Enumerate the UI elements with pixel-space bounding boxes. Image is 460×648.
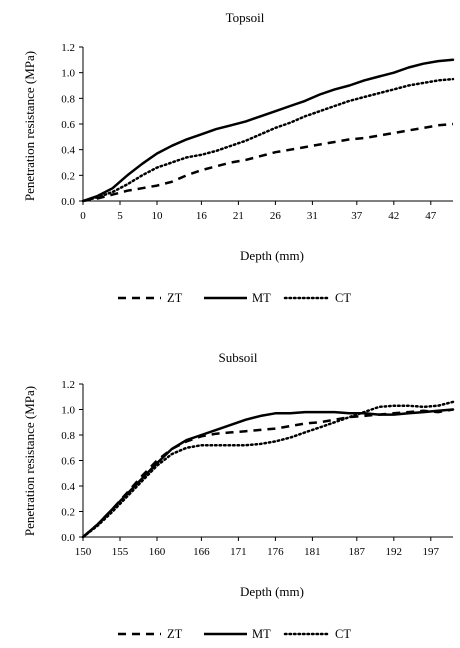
x-tick-label: 26 (270, 210, 282, 222)
series-line-mt (81, 408, 455, 539)
x-tick-label: 5 (117, 210, 123, 222)
legend-label-zt: ZT (167, 627, 183, 641)
x-tick-group: 0 5 10 16 21 26 31 37 42 47 (80, 201, 437, 222)
x-tick-label: 21 (233, 210, 244, 222)
x-tick-group: 150 155 160 166 171 176 181 187 192 197 (75, 537, 440, 558)
y-tick-label: 0.2 (61, 170, 75, 182)
y-tick-label: 0.6 (61, 119, 75, 131)
x-axis-label: Depth (mm) (240, 584, 304, 599)
y-tick-label: 1.2 (61, 42, 75, 54)
x-tick-label: 187 (349, 546, 366, 558)
series-line-ct (81, 400, 455, 539)
series-lines (81, 400, 455, 539)
legend: ZT MT CT (118, 627, 351, 641)
series-line-ct (81, 77, 455, 203)
series-line-mt (81, 58, 455, 203)
legend-label-mt: MT (252, 291, 271, 305)
x-tick-label: 10 (152, 210, 164, 222)
y-axis-label: Penetration resistance (MPa) (22, 386, 37, 536)
topsoil-chart: Topsoil Depth (mm) Penetration resistanc… (22, 10, 455, 305)
legend-label-ct: CT (335, 627, 351, 641)
y-tick-label: 0.8 (61, 93, 75, 105)
y-axis-label: Penetration resistance (MPa) (22, 51, 37, 201)
y-tick-label: 0.2 (61, 507, 75, 519)
series-line-zt (82, 122, 454, 203)
y-tick-label: 0.4 (61, 145, 75, 157)
x-tick-label: 181 (304, 546, 321, 558)
x-tick-label: 37 (351, 210, 363, 222)
y-tick-label: 0.8 (61, 430, 75, 442)
x-tick-label: 16 (196, 210, 208, 222)
x-tick-label: 197 (423, 546, 440, 558)
y-tick-label: 0.0 (61, 532, 75, 544)
y-tick-label: 0.4 (61, 481, 75, 493)
x-tick-label: 160 (149, 546, 166, 558)
x-tick-label: 192 (386, 546, 403, 558)
y-tick-label: 1.0 (61, 68, 75, 80)
subsoil-chart: Subsoil Depth (mm) Penetration resistanc… (22, 350, 455, 641)
series-line-zt (82, 408, 454, 538)
legend-label-mt: MT (252, 627, 271, 641)
y-tick-label: 0.0 (61, 196, 75, 208)
series-lines (81, 58, 455, 203)
x-tick-label: 47 (425, 210, 437, 222)
chart-title: Topsoil (226, 10, 265, 25)
x-tick-label: 31 (307, 210, 318, 222)
legend-label-zt: ZT (167, 291, 183, 305)
x-tick-label: 176 (267, 546, 284, 558)
x-axis-label: Depth (mm) (240, 248, 304, 263)
x-tick-label: 155 (112, 546, 129, 558)
x-tick-label: 171 (230, 546, 247, 558)
x-tick-label: 0 (80, 210, 86, 222)
y-tick-label: 1.2 (61, 379, 75, 391)
chart-title: Subsoil (218, 350, 257, 365)
legend-label-ct: CT (335, 291, 351, 305)
x-tick-label: 42 (388, 210, 399, 222)
legend: ZT MT CT (118, 291, 351, 305)
y-tick-label: 1.0 (61, 405, 75, 417)
x-tick-label: 166 (193, 546, 210, 558)
y-tick-group: 0.0 0.2 0.4 0.6 0.8 1.0 1.2 (61, 42, 83, 208)
x-tick-label: 150 (75, 546, 92, 558)
y-tick-label: 0.6 (61, 456, 75, 468)
y-tick-group: 0.0 0.2 0.4 0.6 0.8 1.0 1.2 (61, 379, 83, 544)
